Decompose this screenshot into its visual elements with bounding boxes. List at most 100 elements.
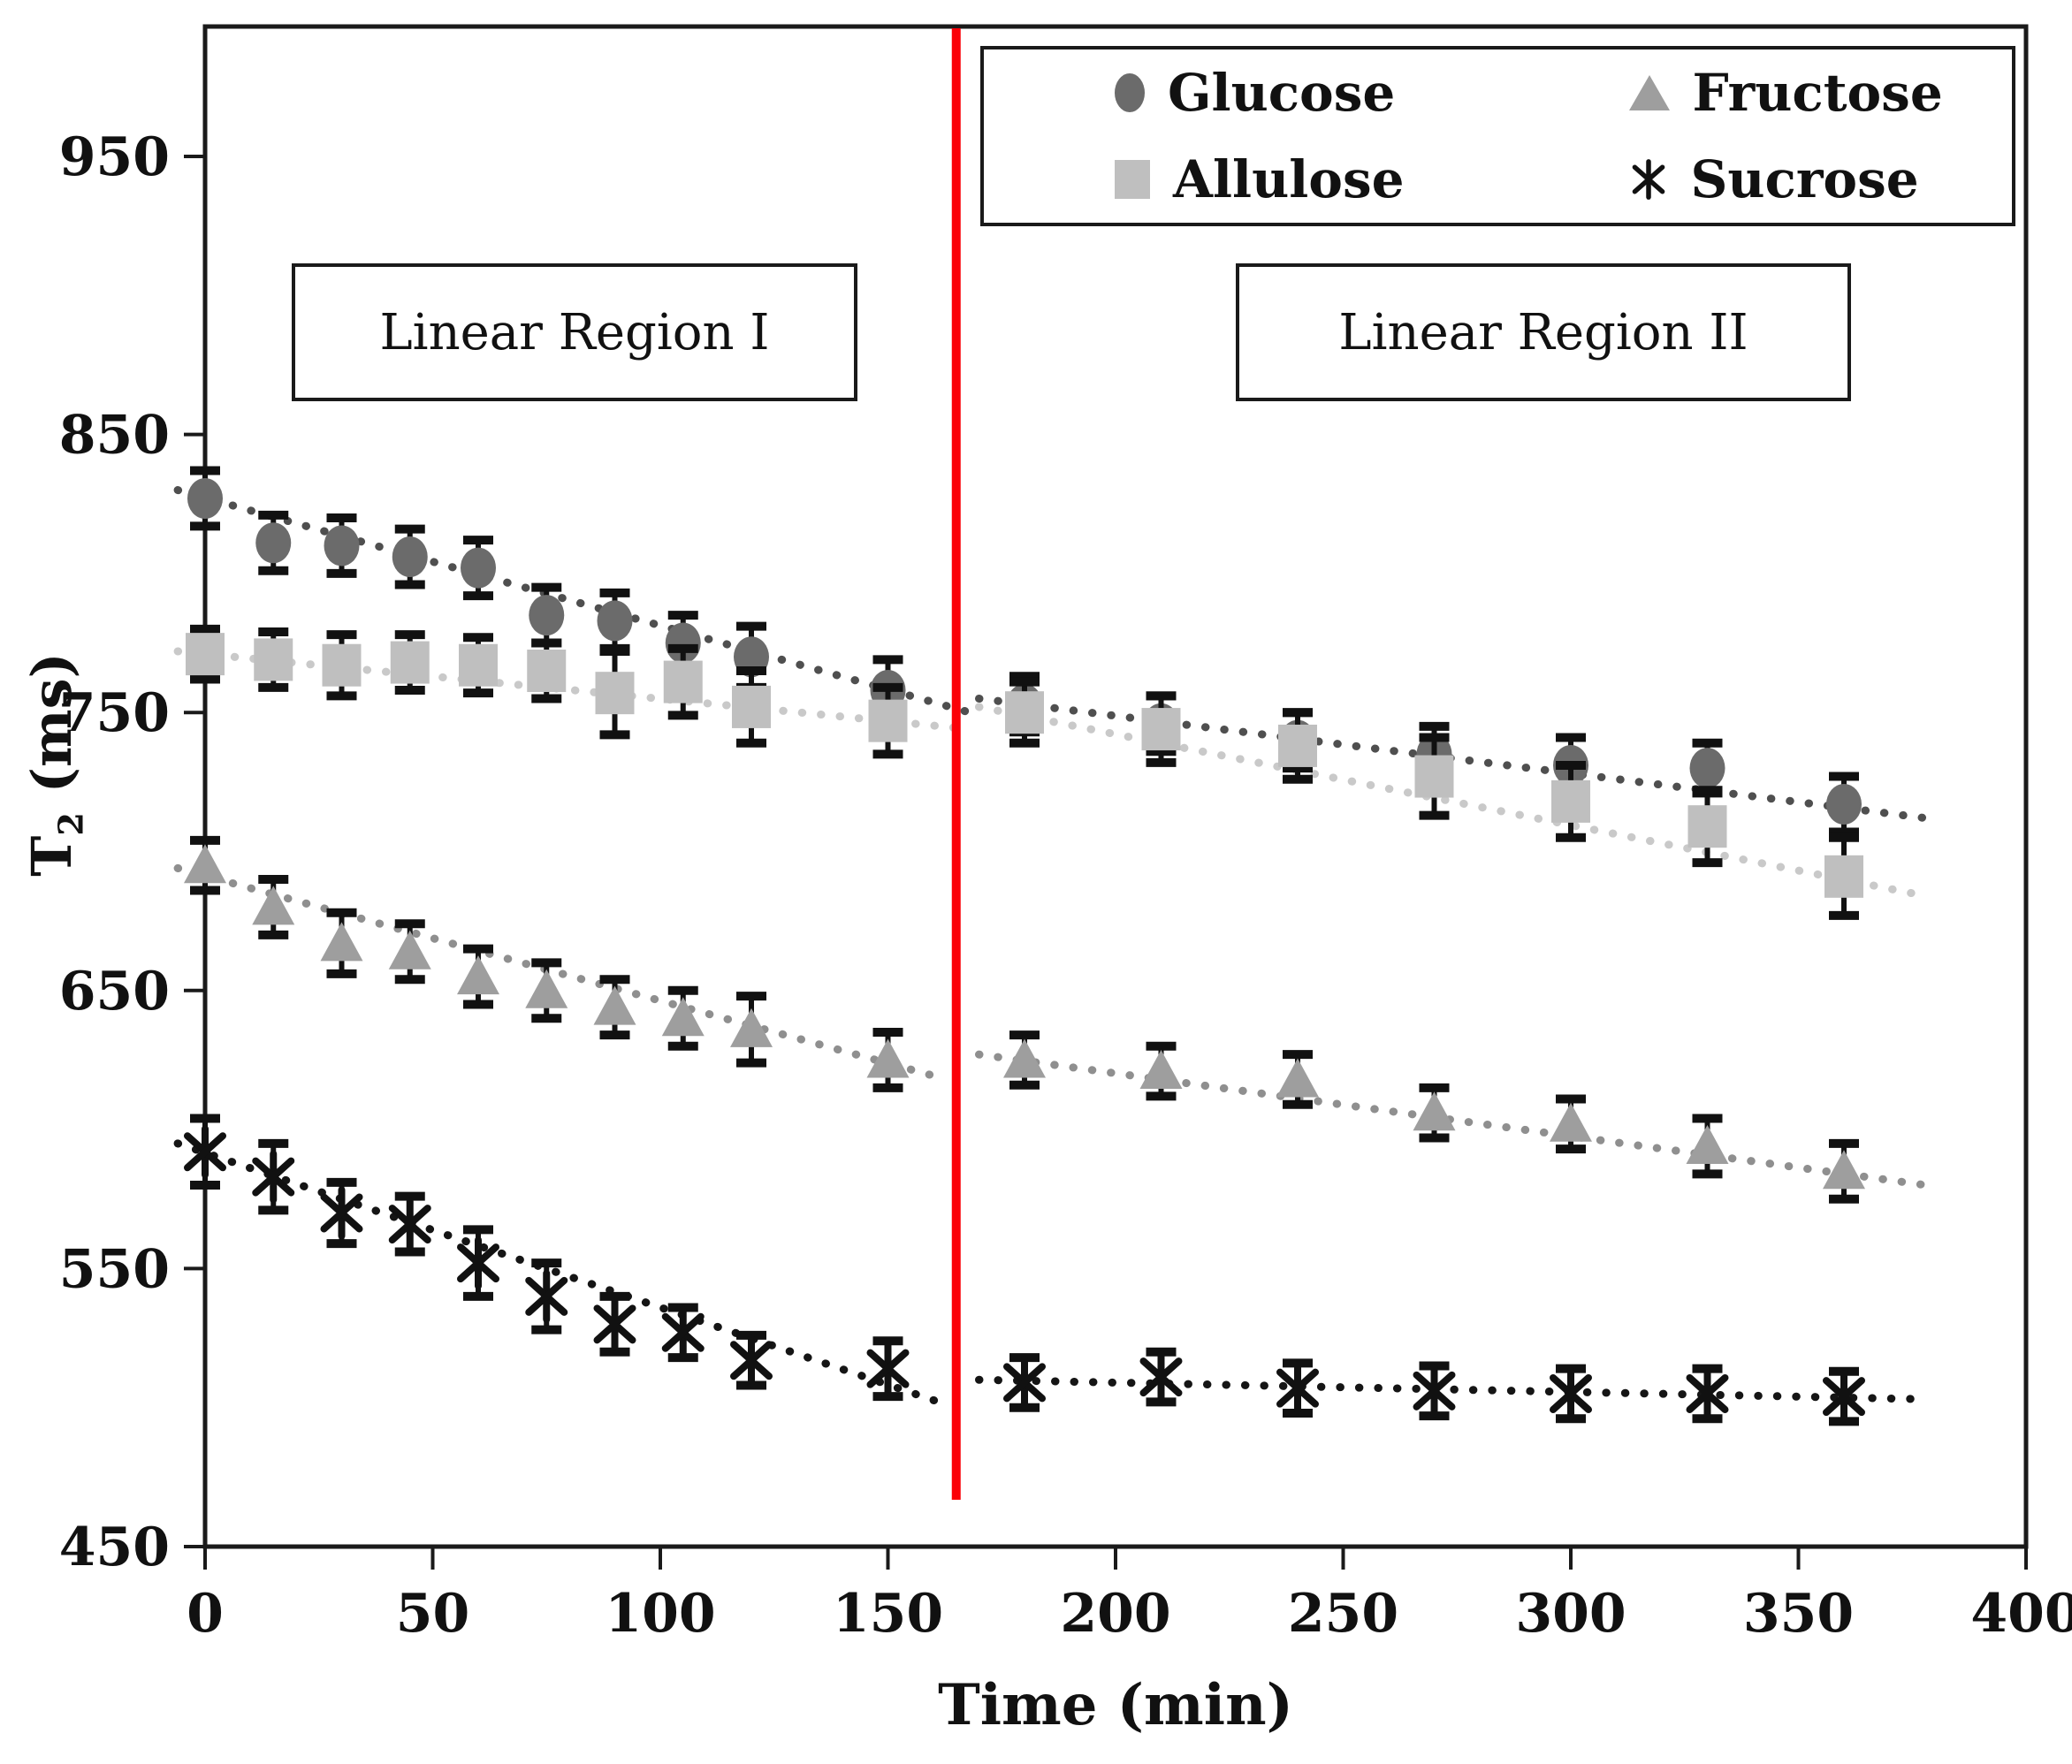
x-tick-label: 400 (1970, 1583, 2072, 1645)
glucose-point (1689, 748, 1725, 789)
allulose-point (732, 685, 771, 728)
plot-border (202, 24, 2029, 1549)
legend-item-fructose: Fructose (1498, 49, 2013, 136)
y-axis-title: T2 (ms) (19, 652, 92, 877)
legend-item-sucrose: Sucrose (1498, 136, 2013, 223)
series-allulose (186, 624, 1863, 920)
trendline (173, 863, 951, 1083)
allulose-point (322, 643, 362, 687)
y-tick-label: 450 (59, 1517, 170, 1578)
x-tick-label: 100 (605, 1583, 715, 1645)
trendline (173, 647, 974, 734)
y-tick-label: 850 (59, 405, 170, 467)
annotation-linear-region-1: Linear Region I (292, 263, 857, 401)
glucose-point (392, 536, 428, 578)
trendlines-fructose (173, 863, 1931, 1190)
legend-item-allulose: Allulose (984, 136, 1498, 223)
y-tick-label: 650 (59, 961, 170, 1023)
sucrose-point (1550, 1373, 1592, 1413)
x-tick-label: 250 (1288, 1583, 1398, 1645)
fructose-point (1139, 1050, 1183, 1090)
allulose-point (868, 699, 908, 742)
allulose-point (1824, 855, 1863, 898)
sucrose-point (525, 1276, 568, 1316)
trendlines-glucose (173, 486, 1931, 823)
fructose-point (388, 930, 431, 969)
x-axis-title: Time (min) (938, 1672, 1293, 1738)
fructose-point (1550, 1102, 1592, 1142)
allulose-point (186, 633, 225, 676)
allulose-point (1687, 805, 1727, 848)
legend-row: Glucose Fructose (984, 49, 2012, 136)
fructose-point (1823, 1150, 1865, 1190)
glucose-point (597, 600, 633, 642)
series-glucose (187, 466, 1862, 837)
sucrose-point (184, 1132, 226, 1172)
glucose-circle-icon (1115, 73, 1145, 112)
series-fructose (184, 835, 1865, 1204)
trendline (173, 1139, 951, 1410)
legend-label: Sucrose (1690, 149, 1919, 209)
sucrose-point (320, 1193, 363, 1233)
sucrose-point (457, 1243, 499, 1283)
legend-label: Glucose (1168, 63, 1396, 123)
x-tick-label: 150 (833, 1583, 943, 1645)
trendline (975, 1050, 1931, 1190)
sucrose-point (866, 1349, 910, 1388)
sucrose-point (1686, 1373, 1729, 1413)
fructose-point (593, 985, 636, 1025)
trendline (975, 703, 1931, 901)
allulose-point (1141, 708, 1181, 751)
trendlines-allulose (173, 647, 1931, 901)
allulose-point (663, 660, 703, 703)
glucose-point (529, 595, 565, 636)
allulose-point (1278, 724, 1317, 767)
glucose-point (665, 622, 701, 664)
allulose-point (390, 641, 430, 684)
sucrose-asterisk-icon (1632, 159, 1664, 200)
legend-label: Fructose (1692, 63, 1943, 123)
fructose-point (730, 1007, 773, 1047)
annotation-linear-region-2: Linear Region II (1236, 263, 1851, 401)
sucrose-point (252, 1157, 295, 1197)
x-tick-label: 50 (396, 1583, 470, 1645)
fructose-point (525, 969, 568, 1008)
fructose-triangle-icon (1628, 75, 1670, 110)
trendline (975, 1375, 1931, 1403)
fructose-point (661, 997, 705, 1037)
sucrose-point (1413, 1371, 1456, 1410)
legend-item-glucose: Glucose (984, 49, 1498, 136)
fructose-point (1003, 1038, 1046, 1078)
sucrose-point (593, 1304, 636, 1344)
fructose-point (457, 955, 499, 995)
sucrose-point (661, 1312, 705, 1352)
allulose-point (527, 650, 567, 693)
allulose-point (1005, 691, 1044, 734)
sucrose-point (1139, 1357, 1183, 1397)
allulose-point (254, 638, 293, 681)
fructose-point (1276, 1058, 1319, 1098)
x-tick-label: 350 (1743, 1583, 1854, 1645)
sucrose-point (388, 1205, 431, 1244)
allulose-square-icon (1115, 160, 1150, 199)
x-tick-label: 200 (1060, 1583, 1170, 1645)
fructose-point (1413, 1091, 1456, 1131)
y-tick-label: 950 (59, 126, 170, 188)
y-tick-label: 750 (59, 682, 170, 744)
glucose-point (1826, 784, 1862, 825)
fructose-point (252, 886, 295, 925)
y-tick-label: 550 (59, 1238, 170, 1300)
legend: Glucose Fructose Allulose Sucrose (980, 46, 2015, 226)
legend-label: Allulose (1173, 149, 1405, 209)
glucose-point (461, 547, 496, 589)
glucose-point (324, 525, 360, 566)
fructose-point (184, 844, 226, 884)
allulose-point (1551, 779, 1590, 823)
sucrose-point (1823, 1377, 1865, 1417)
trendline (173, 486, 974, 717)
legend-row: Allulose Sucrose (984, 136, 2012, 223)
glucose-point (187, 477, 223, 519)
fructose-point (866, 1038, 910, 1078)
